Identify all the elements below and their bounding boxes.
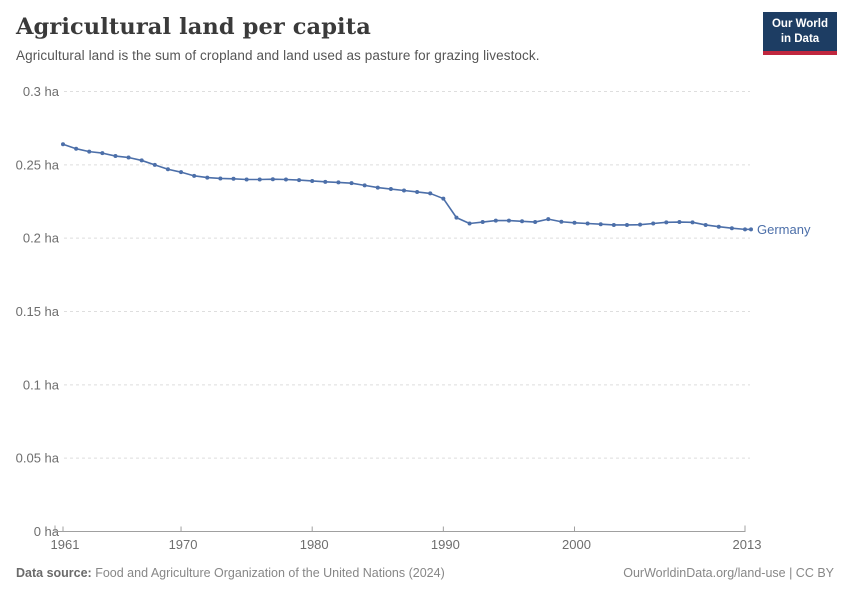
data-point[interactable] (323, 179, 328, 184)
data-point[interactable] (152, 162, 157, 167)
owid-logo-line2: in Data (780, 32, 820, 45)
data-point[interactable] (257, 177, 262, 182)
data-point[interactable] (179, 170, 184, 175)
data-point[interactable] (493, 218, 498, 223)
y-axis-tick-label: 0.25 ha (16, 157, 60, 172)
data-point[interactable] (297, 178, 302, 183)
data-point[interactable] (192, 173, 197, 178)
y-axis-tick-label: 0.2 ha (23, 231, 60, 246)
data-source-text: Food and Agriculture Organization of the… (95, 566, 445, 580)
x-axis-tick-label: 2013 (733, 537, 762, 552)
data-point[interactable] (336, 180, 341, 185)
y-axis-tick-label: 0.3 ha (23, 84, 60, 99)
data-point[interactable] (139, 158, 144, 163)
data-point[interactable] (415, 189, 420, 194)
data-point[interactable] (402, 188, 406, 193)
y-axis-tick-label: 0.05 ha (16, 451, 60, 466)
data-point[interactable] (270, 177, 275, 182)
data-point[interactable] (611, 222, 616, 227)
data-point[interactable] (520, 219, 525, 224)
data-point[interactable] (388, 187, 393, 192)
data-point[interactable] (638, 222, 643, 227)
series-entity-label[interactable]: Germany (757, 222, 811, 237)
x-axis-tick-label: 1970 (169, 537, 198, 552)
owid-logo: Our World in Data (763, 12, 837, 55)
y-axis-tick-label: 0.1 ha (23, 377, 60, 392)
data-point[interactable] (703, 222, 708, 227)
data-point[interactable] (113, 154, 118, 159)
x-axis-line (54, 525, 746, 532)
data-point[interactable] (205, 175, 210, 180)
data-point[interactable] (362, 183, 367, 188)
data-point[interactable] (454, 215, 459, 220)
data-point[interactable] (651, 221, 656, 226)
data-point[interactable] (349, 181, 354, 186)
data-point[interactable] (585, 221, 590, 226)
data-point[interactable] (375, 185, 380, 190)
data-point[interactable] (126, 155, 131, 160)
data-point[interactable] (441, 196, 446, 201)
data-point[interactable] (533, 220, 538, 225)
x-axis-tick-label: 1961 (51, 537, 80, 552)
data-point[interactable] (690, 220, 695, 225)
y-axis-tick-label: 0 ha (34, 524, 60, 539)
data-point[interactable] (716, 224, 721, 229)
data-point[interactable] (61, 142, 65, 147)
series-label-dot (749, 227, 753, 232)
chart-header: Agricultural land per capita Agricultura… (16, 12, 837, 63)
data-point[interactable] (506, 218, 511, 223)
data-point[interactable] (572, 220, 577, 225)
data-point[interactable] (559, 219, 564, 224)
data-point[interactable] (428, 191, 433, 196)
data-point[interactable] (664, 220, 669, 225)
data-source-note: Data source: Food and Agriculture Organi… (16, 566, 445, 580)
data-point[interactable] (165, 167, 170, 172)
x-axis-tick-label: 2000 (562, 537, 591, 552)
owid-logo-line1: Our World (771, 18, 828, 30)
data-point[interactable] (624, 222, 629, 227)
x-axis-tick-label: 1990 (431, 537, 460, 552)
data-point[interactable] (467, 221, 472, 226)
data-point[interactable] (677, 220, 682, 225)
x-axis-tick-label: 1980 (300, 537, 329, 552)
chart-subtitle: Agricultural land is the sum of cropland… (16, 48, 540, 63)
data-point[interactable] (283, 177, 288, 182)
data-point[interactable] (74, 146, 79, 151)
data-point[interactable] (244, 177, 249, 182)
data-point[interactable] (729, 226, 734, 231)
y-axis-tick-label: 0.15 ha (16, 304, 60, 319)
data-point[interactable] (100, 151, 105, 156)
data-source-label: Data source: (16, 566, 92, 580)
data-point[interactable] (598, 222, 603, 227)
data-point[interactable] (218, 176, 223, 181)
footer-link[interactable]: OurWorldinData.org/land-use | CC BY (623, 566, 834, 580)
data-point[interactable] (480, 220, 485, 225)
data-point[interactable] (87, 149, 92, 154)
page-title: Agricultural land per capita (16, 14, 371, 40)
series-line-germany[interactable] (62, 143, 746, 231)
data-point[interactable] (546, 217, 551, 222)
chart-footer: Data source: Food and Agriculture Organi… (16, 566, 834, 580)
data-point[interactable] (310, 178, 315, 183)
data-point[interactable] (231, 176, 236, 181)
